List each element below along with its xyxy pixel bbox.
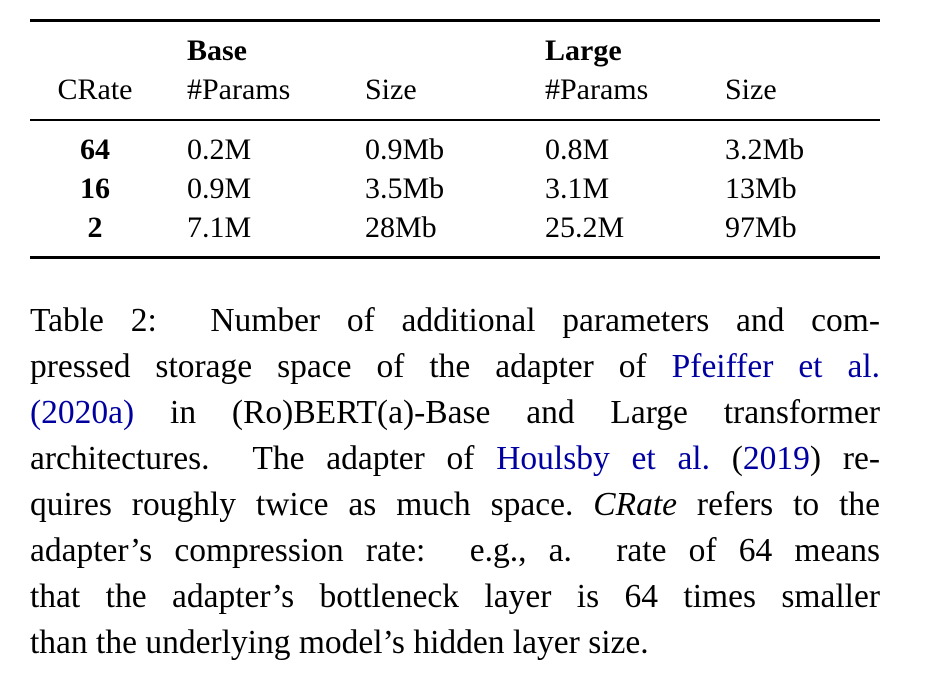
- cell-large-size: 13Mb: [725, 172, 797, 205]
- citation-link[interactable]: Houlsby et al.: [496, 440, 710, 477]
- caption-text: than the underlying model’s hidden layer…: [30, 624, 649, 661]
- bottom-rule: [30, 256, 880, 259]
- cell-base-size: 0.9Mb: [365, 133, 445, 166]
- mid-rule: [30, 119, 880, 121]
- caption-line: than the underlying model’s hidden layer…: [30, 620, 880, 666]
- cell-base-size: 28Mb: [365, 211, 437, 244]
- col-header-base-size: Size: [365, 73, 417, 106]
- citation-link[interactable]: Pfeiffer et al.: [671, 348, 881, 385]
- cell-crate: 2: [87, 211, 103, 244]
- citation-link[interactable]: 2019: [742, 440, 810, 477]
- col-header-large-size: Size: [725, 73, 777, 106]
- caption-text: in (Ro)BERT(a)-Base and Large transforme…: [134, 394, 880, 431]
- caption-text: architectures. The adapter of: [30, 440, 497, 477]
- top-rule: [30, 19, 880, 22]
- caption-line: adapter’s compression rate: e.g., a. rat…: [30, 528, 880, 574]
- caption-line: Table 2: Number of additional parameters…: [30, 298, 880, 344]
- cell-large-size: 97Mb: [725, 211, 797, 244]
- caption-text: quires roughly twice as much space.: [30, 486, 594, 523]
- cell-large-params: 3.1M: [545, 172, 610, 205]
- caption-text: (: [710, 440, 743, 477]
- cell-crate: 64: [80, 133, 110, 166]
- cell-large-params: 0.8M: [545, 133, 610, 166]
- caption-emphasis: CRate: [593, 486, 677, 523]
- cell-base-params: 7.1M: [187, 211, 252, 244]
- caption-text: Table 2: Number of additional parameters…: [30, 302, 880, 339]
- caption-line: architectures. The adapter of Houlsby et…: [30, 436, 880, 482]
- group-header-large: Large: [545, 34, 622, 67]
- cell-base-params: 0.9M: [187, 172, 252, 205]
- cell-base-params: 0.2M: [187, 133, 252, 166]
- table-caption: Table 2: Number of additional parameters…: [30, 298, 880, 666]
- col-header-large-params: #Params: [545, 73, 649, 106]
- cell-crate: 16: [80, 172, 110, 205]
- caption-text: ) re-: [809, 440, 881, 477]
- caption-text: pressed storage space of the adapter of: [30, 348, 672, 385]
- col-header-crate: CRate: [57, 73, 133, 106]
- col-header-base-params: #Params: [187, 73, 291, 106]
- caption-line: that the adapter’s bottleneck layer is 6…: [30, 574, 880, 620]
- cell-base-size: 3.5Mb: [365, 172, 445, 205]
- caption-text: adapter’s compression rate: e.g., a. rat…: [30, 532, 880, 569]
- caption-text: refers to the: [677, 486, 880, 523]
- caption-line: quires roughly twice as much space. CRat…: [30, 482, 880, 528]
- citation-link[interactable]: (2020a): [30, 394, 135, 431]
- cell-large-params: 25.2M: [545, 211, 625, 244]
- caption-text: that the adapter’s bottleneck layer is 6…: [30, 578, 880, 615]
- caption-line: pressed storage space of the adapter of …: [30, 344, 880, 390]
- cell-large-size: 3.2Mb: [725, 133, 805, 166]
- group-header-base: Base: [187, 34, 247, 67]
- caption-line: (2020a) in (Ro)BERT(a)-Base and Large tr…: [30, 390, 880, 436]
